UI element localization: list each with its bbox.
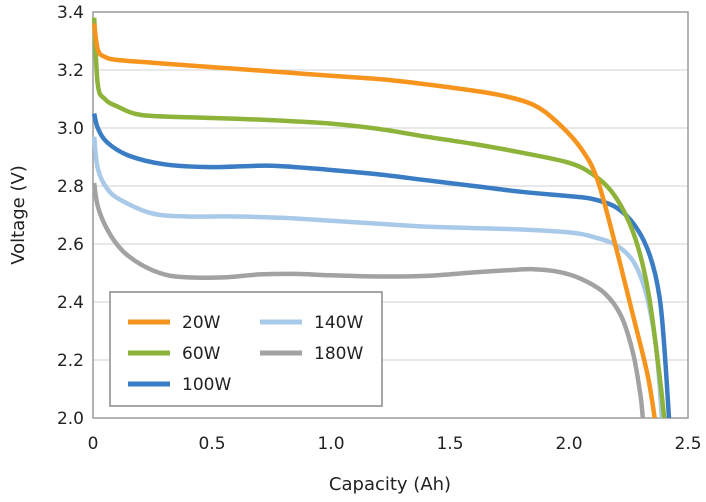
x-tick-label: 0.5 — [198, 434, 225, 454]
x-tick-label: 1.0 — [317, 434, 344, 454]
legend-label-20w: 20W — [182, 313, 221, 333]
y-tick-label: 2.8 — [57, 177, 84, 197]
y-tick-label: 3.4 — [57, 3, 84, 23]
legend-label-60w: 60W — [182, 344, 221, 364]
plot-area-border — [92, 11, 689, 419]
y-tick-label: 2.0 — [57, 409, 84, 429]
legend-label-180w: 180W — [314, 344, 363, 364]
y-tick-label: 2.4 — [57, 293, 84, 313]
y-axis-ticks: 2.0 2.2 2.4 2.6 2.8 3.0 3.2 3.4 — [57, 3, 84, 429]
y-axis-title: Voltage (V) — [8, 165, 29, 265]
y-tick-label: 2.2 — [57, 351, 84, 371]
series-line-20w — [91, 23, 657, 419]
series-line-140w — [91, 136, 665, 419]
x-axis-title: Capacity (Ah) — [329, 474, 451, 495]
x-tick-label: 2.0 — [555, 434, 582, 454]
x-axis-ticks: 0 0.5 1.0 1.5 2.0 2.5 — [88, 434, 702, 454]
y-tick-label: 2.6 — [57, 235, 84, 255]
legend: 20W 60W 100W 140W 180W — [109, 291, 383, 407]
legend-box — [109, 291, 383, 407]
legend-label-140w: 140W — [314, 313, 363, 333]
y-tick-label: 3.2 — [57, 61, 84, 81]
x-tick-label: 1.5 — [436, 434, 463, 454]
legend-label-100w: 100W — [182, 375, 231, 395]
series-line-60w — [91, 17, 667, 419]
x-tick-label: 2.5 — [674, 434, 701, 454]
series-lines — [91, 17, 672, 419]
series-line-100w — [92, 112, 672, 419]
x-tick-label: 0 — [88, 434, 99, 454]
series-line-180w — [91, 182, 646, 419]
y-tick-label: 3.0 — [57, 119, 84, 139]
